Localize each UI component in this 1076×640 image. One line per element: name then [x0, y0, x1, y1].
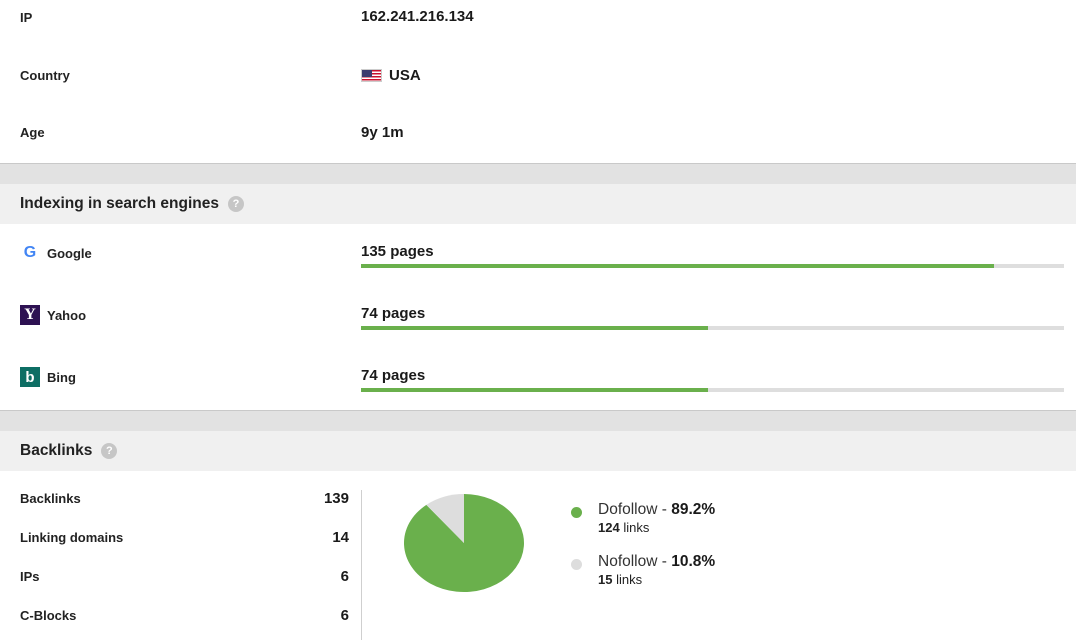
backlinks-section-title: Backlinks ? [20, 442, 118, 460]
legend-count: 124 [598, 520, 620, 535]
engine-pages-count: 74 pages [361, 367, 426, 384]
legend-separator: - [657, 553, 672, 570]
legend-main-text: Nofollow - 10.8% [598, 553, 715, 571]
legend-main-text: Dofollow - 89.2% [598, 501, 715, 519]
stat-row-linking-domains: Linking domains 14 [0, 529, 360, 549]
backlinks-pie-chart [404, 494, 524, 592]
index-progress-fill [361, 264, 994, 268]
ip-label: IP [20, 10, 33, 25]
stat-label: Linking domains [20, 530, 124, 545]
index-progress-bar [361, 388, 1064, 392]
yahoo-icon: Y [20, 305, 40, 325]
index-progress-bar [361, 264, 1064, 268]
legend-dot [571, 559, 582, 570]
stat-row-ips: IPs 6 [0, 568, 360, 588]
divider [0, 163, 1076, 164]
info-row-country: Country USA [0, 67, 1076, 87]
legend-sub-text: 15 links [598, 572, 642, 587]
stat-label: IPs [20, 569, 40, 584]
legend-unit: links [619, 520, 650, 535]
country-value: USA [361, 67, 421, 84]
stat-label: C-Blocks [20, 608, 77, 623]
legend-series-name: Dofollow [598, 501, 658, 518]
age-value: 9y 1m [361, 124, 404, 141]
legend-dot [571, 507, 582, 518]
index-progress-bar [361, 326, 1064, 330]
legend-separator: - [657, 501, 672, 518]
legend-unit: links [612, 572, 643, 587]
section-gap [0, 411, 1076, 431]
stat-value: 139 [323, 490, 349, 507]
legend-series-name: Nofollow [598, 553, 658, 570]
engine-name-label: Yahoo [47, 307, 87, 323]
stat-row-backlinks: Backlinks 139 [0, 490, 360, 510]
engine-pages-count: 74 pages [361, 305, 426, 322]
legend-count: 15 [598, 572, 613, 587]
indexing-title-text: Indexing in search engines [20, 195, 219, 212]
divider [0, 410, 1076, 411]
age-value-text: 9y 1m [361, 124, 404, 141]
engine-row-yahoo: Y Yahoo 74 pages [0, 305, 1076, 335]
engine-row-google: G Google 135 pages [0, 243, 1076, 273]
legend-percent: 89.2% [671, 501, 716, 518]
stat-label: Backlinks [20, 491, 81, 506]
engine-pages-count: 135 pages [361, 243, 434, 260]
legend-sub-text: 124 links [598, 520, 649, 535]
indexing-section-title: Indexing in search engines ? [20, 195, 244, 213]
country-value-text: USA [389, 67, 421, 84]
legend-percent: 10.8% [671, 553, 716, 570]
stat-value: 6 [340, 607, 349, 624]
backlinks-title-text: Backlinks [20, 442, 93, 459]
us-flag-canton [362, 70, 372, 77]
backlinks-section-header: Backlinks ? [0, 431, 1076, 471]
engine-name: b Bing [20, 367, 76, 387]
section-gap [0, 164, 1076, 184]
country-label: Country [20, 68, 70, 83]
index-progress-fill [361, 326, 708, 330]
ip-value: 162.241.216.134 [361, 8, 474, 25]
engine-name-label: Bing [47, 369, 76, 385]
index-progress-fill [361, 388, 708, 392]
engine-row-bing: b Bing 74 pages [0, 367, 1076, 397]
stat-value: 14 [332, 529, 349, 546]
engine-name: Y Yahoo [20, 305, 86, 325]
ip-value-text: 162.241.216.134 [361, 8, 474, 25]
engine-name: G Google [20, 243, 92, 263]
bing-icon: b [20, 367, 40, 387]
stat-value: 6 [340, 568, 349, 585]
help-icon[interactable]: ? [227, 196, 244, 212]
age-label: Age [20, 125, 45, 140]
google-icon: G [20, 243, 40, 263]
stat-row-c-blocks: C-Blocks 6 [0, 607, 360, 627]
help-icon[interactable]: ? [101, 443, 118, 459]
info-row-age: Age 9y 1m [0, 124, 1076, 144]
vertical-divider [361, 490, 362, 640]
us-flag-icon [361, 69, 382, 82]
info-row-ip: IP 162.241.216.134 [0, 8, 1076, 28]
engine-name-label: Google [47, 245, 92, 261]
pie-slice-nofollow [426, 494, 464, 543]
indexing-section-header: Indexing in search engines ? [0, 184, 1076, 224]
